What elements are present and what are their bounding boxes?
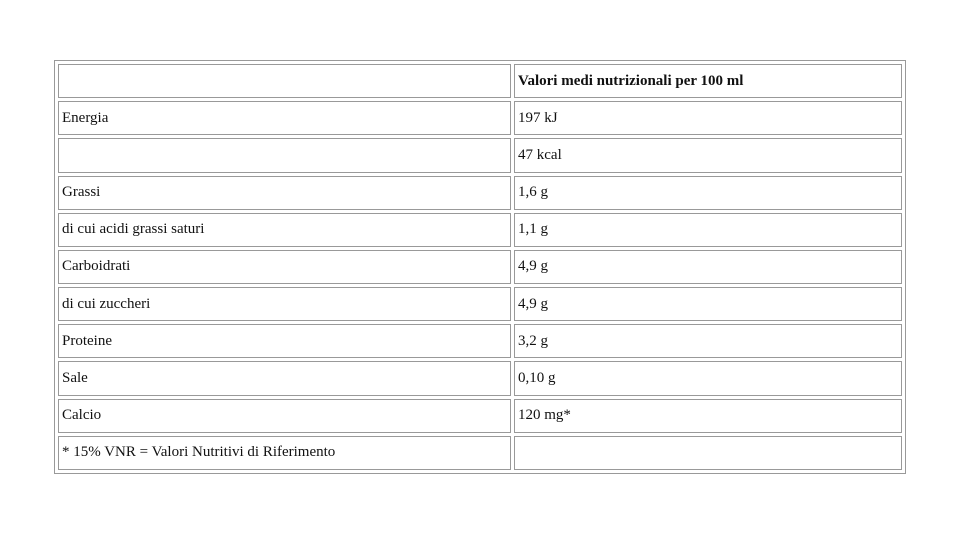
nutrient-value: 120 mg* [514,398,902,433]
nutrient-value: 4,9 g [514,249,902,285]
table-row: di cui zuccheri 4,9 g [58,287,902,322]
table-row: Proteine 3,2 g [58,324,902,359]
nutrient-value: 4,9 g [514,287,902,322]
nutrient-label: Grassi [58,175,511,210]
nutrient-value: 47 kcal [514,138,902,173]
empty-cell [58,64,511,99]
table-row: Calcio 120 mg* [58,398,902,433]
table-row: Carboidrati 4,9 g [58,249,902,285]
nutrient-value: 1,1 g [514,212,902,247]
nutrient-label: di cui zuccheri [58,287,511,322]
nutrient-label: * 15% VNR = Valori Nutritivi di Riferime… [58,435,511,470]
nutrient-label: di cui acidi grassi saturi [58,212,511,247]
nutrient-value: 1,6 g [514,175,902,210]
table-row: 47 kcal [58,138,902,173]
nutrient-label: Energia [58,101,511,136]
table-row: di cui acidi grassi saturi 1,1 g [58,212,902,247]
table-row: Grassi 1,6 g [58,175,902,210]
nutrient-value: 0,10 g [514,361,902,396]
header-row: Valori medi nutrizionali per 100 ml [58,64,902,99]
empty-cell [514,435,902,470]
nutrient-label: Sale [58,361,511,396]
nutrition-table: Valori medi nutrizionali per 100 ml Ener… [54,60,906,474]
nutrient-value: 197 kJ [514,101,902,136]
table-row: Energia 197 kJ [58,101,902,136]
nutrient-label: Proteine [58,324,511,359]
table-row: * 15% VNR = Valori Nutritivi di Riferime… [58,435,902,470]
nutrient-value: 3,2 g [514,324,902,359]
empty-cell [58,138,511,173]
header-cell: Valori medi nutrizionali per 100 ml [514,64,902,99]
table-row: Sale 0,10 g [58,361,902,396]
nutrient-label: Calcio [58,398,511,433]
nutrient-label: Carboidrati [58,249,511,285]
